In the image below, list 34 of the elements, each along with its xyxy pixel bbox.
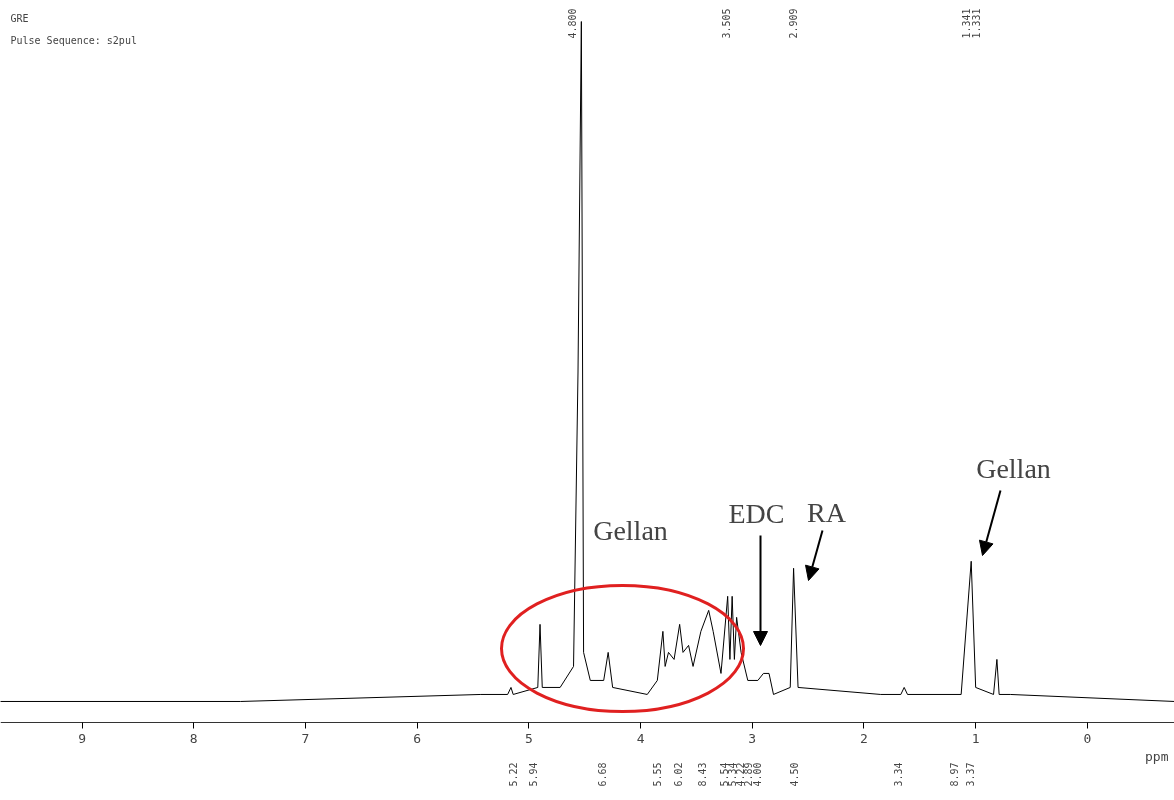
x-tick-label: 2 [860,730,868,746]
annotation: 1.341 [960,8,972,39]
text: 4.50 [788,762,800,787]
text: 2.89 [742,762,754,787]
text: Pulse Sequence: s2pul [10,35,137,46]
x-tick-label: 3 [748,730,757,746]
annotation: Gellan [976,453,1051,484]
annotation: RA [807,497,847,528]
annotation: EDC [728,498,785,529]
text: 8.97 [948,762,960,787]
x-tick-label: 7 [301,730,310,746]
x-tick-label: 6 [413,730,422,746]
annotation: 3.505 [720,8,732,39]
annotation: 1.331 [970,8,982,39]
text: 3.34 [892,762,904,787]
text: 8.43 [696,762,708,787]
text: 3.37 [964,762,976,787]
chart-title: GRE [10,13,29,24]
x-tick-label: 5 [524,730,533,746]
annotation: 4.800 [566,8,578,39]
annotation: 2.909 [787,8,799,39]
x-tick-label: 9 [78,730,86,746]
text: 5.22 [507,762,519,787]
text: 6.68 [596,762,608,787]
x-axis-title: ppm [1145,749,1169,764]
annotation: Gellan [593,515,668,546]
text: 6.02 [672,762,684,787]
x-tick-label: 0 [1083,730,1092,746]
text: 5.94 [527,762,539,787]
text: 5.55 [651,762,663,787]
x-tick-label: 8 [189,730,198,746]
text: 4.00 [751,762,763,787]
x-tick-label: 1 [971,730,980,746]
x-tick-label: 4 [636,730,645,746]
